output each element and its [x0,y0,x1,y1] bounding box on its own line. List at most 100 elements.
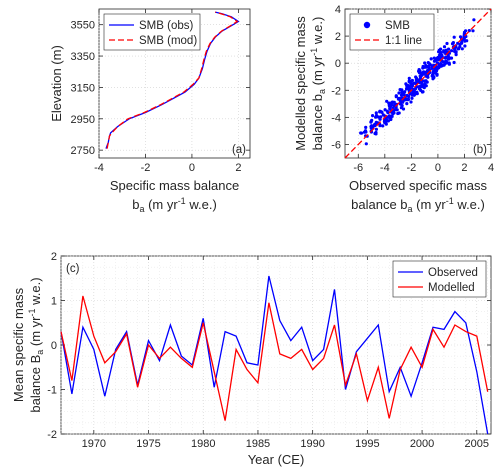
panel-b-point [415,90,419,94]
panel-c-legend-label-1: Modelled [428,282,475,294]
panel-b-point [464,29,468,33]
panel-b-point [388,114,392,118]
panel-b-point [400,88,404,92]
panel-b-xlabel-2-part: w.e.) [454,197,485,212]
panel-b-point [404,82,408,86]
panel-c-xlabel: Year (CE) [248,452,305,467]
panel-b-point [422,83,426,87]
panel-b-point [374,115,378,119]
panel-b-xtick-label: 4 [488,162,494,174]
panel-b-point [452,35,456,39]
panel-b-point [359,131,364,135]
panel-a-legend-label-0: SMB (obs) [139,20,193,32]
panel-b-point [410,83,414,87]
panel-b-point [401,107,406,111]
panel-b-point [436,65,440,70]
panel-b-point [383,121,387,125]
panel-b-point [447,62,451,66]
panel-b-xtick-label: -4 [380,162,390,174]
panel-c-xtick-label: 1980 [191,438,215,450]
panel-b-legend [349,13,435,51]
panel-b-point [429,57,433,61]
panel-c-ytick-label: 2 [51,251,57,263]
panel-b-point [378,124,382,128]
panel-b-point [390,100,394,104]
panel-b-point [454,53,458,57]
panel-c-xtick-label: 1995 [355,438,379,450]
panel-c-ylabel-2-part: (m yr [28,316,43,350]
panel-b-point [381,124,385,128]
panel-b-xtick-label: 0 [435,162,441,174]
panel-b-point [371,114,375,118]
panel-b-point [447,47,451,51]
panel-b-point [442,50,446,54]
panel-b-point [447,56,451,61]
panel-c-legend-label-0: Observed [428,267,478,279]
panel-b-point [445,41,449,46]
panel-b-point [374,130,378,135]
panel-b-point [471,29,475,33]
panel-b-point [417,85,421,89]
panel-b-ytick-label: 4 [335,4,341,16]
panel-c-xtick-label: 1970 [82,438,106,450]
panel-b-point [431,76,435,80]
panel-b-point [399,102,403,106]
panel-b-point [460,41,464,45]
panel-b-point [421,90,425,94]
panel-b-point [385,99,389,103]
panel-b-label: (b) [473,144,487,156]
panel-b-point [369,126,373,130]
panel-b-point [414,75,418,79]
panel-a-ytick-label: 2750 [71,145,95,157]
panel-c-ylabel-2-part: w.e.) [28,277,43,308]
panel-b-point [364,142,368,146]
panel-b-point [456,47,460,51]
panel-b-xtick-label: 2 [461,162,467,174]
panel-b-point [402,93,406,97]
panel-b-point [450,42,455,46]
panel-b-point [397,96,401,100]
panel-b-point [407,76,411,80]
panel-b-ylabel-2-part: a [317,89,327,94]
panel-b-legend-label-0: SMB [385,20,410,32]
panel-b-point [370,118,374,122]
panel-b-xtick-label: -2 [406,162,416,174]
panel-a-xlabel-2-part: a [139,204,144,214]
panel-b: -6 -4 -2 0 2 4 -6 -4 -2 0 2 4 SMB 1:1 line (b) Modelled… [293,4,494,214]
panel-b-point [440,63,445,67]
panel-b-point [410,96,414,100]
panel-b-point [399,93,404,97]
panel-b-point [415,78,420,82]
panel-b-ytick-label: -2 [331,85,341,97]
panel-a-series-1 [106,11,239,149]
panel-b-point [374,111,378,115]
panel-b-point [388,107,392,111]
panel-c-xtick-label: 1985 [246,438,270,450]
panel-b-point [422,79,426,83]
panel-a-xlabel-1: Specific mass balance [110,178,239,193]
panel-b-ylabel-2-part: w.e.) [310,17,325,48]
panel-b-point [463,39,467,43]
panel-b-point [446,54,450,58]
panel-b-point [432,59,436,63]
panel-b-xtick-label: -6 [353,162,363,174]
panel-c-legend [392,260,487,298]
panel-b-point [427,66,431,70]
panel-a-ytick-label: 3550 [71,20,95,32]
panel-a-ylabel: Elevation (m) [49,45,64,122]
panel-b-point [374,127,378,131]
panel-c-ylabel-2-part: balance B [28,355,43,413]
panel-b-point [419,74,423,78]
panel-b-point [426,68,430,72]
panel-a-xtick-label: -4 [94,162,104,174]
panel-b-one-to-one [344,8,492,159]
panel-c-ytick-label: -1 [47,385,57,397]
panel-b-point [397,111,401,115]
panel-a-xlabel-2-part: b [132,197,139,212]
panel-b-point [439,51,443,55]
panel-b-point [436,57,440,62]
panel-b-point [458,35,463,39]
panel-a-legend [103,13,201,51]
panel-c-ylabel-2-part: a [35,350,45,355]
panel-b-xlabel-2-part: -1 [446,196,454,206]
